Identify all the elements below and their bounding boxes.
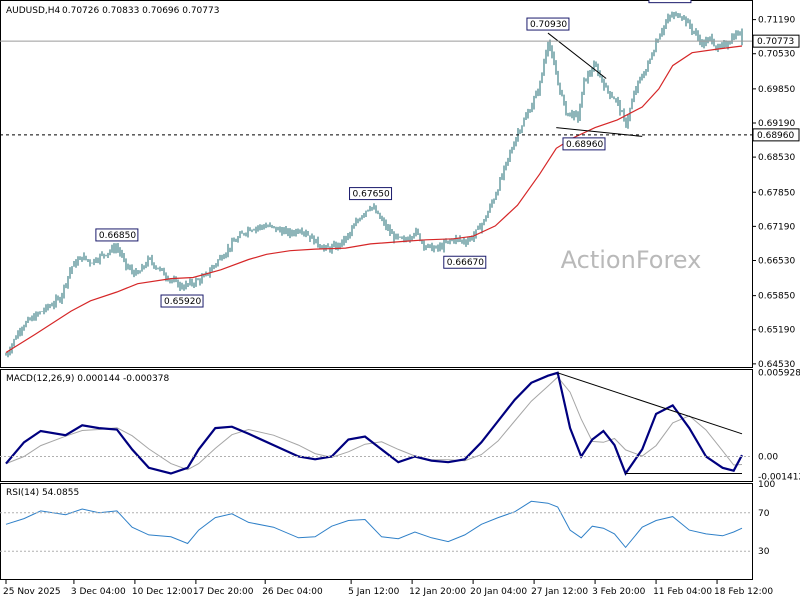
rsi-panel-header: RSI(14) 54.0855 [6,488,79,498]
macd-tick-label: 0.00 [758,452,778,462]
price-tick-label: 0.68530 [758,153,795,163]
moving-average-line [5,45,743,354]
macd-lines [5,371,743,476]
price-annotation-label: 0.67650 [353,190,390,200]
x-tick-label: 25 Nov 2025 [3,587,61,597]
price-annotation-box [526,17,570,31]
price-panel-frame [0,0,753,368]
price-annotation-box [160,294,204,308]
rsi-tick-label: 70 [758,509,770,519]
price-annotation-label: 0.70930 [530,20,567,30]
rsi-line [5,500,743,549]
price-tick-label: 0.66530 [758,256,795,266]
macd-tick-label: -0.001412 [758,472,800,482]
price-candles [5,11,743,358]
x-tick-label: 11 Feb 04:00 [653,587,712,597]
price-moving-average [5,45,743,354]
price-tick-label: 0.65190 [758,326,795,336]
support-price-box [752,128,800,142]
macd-tick-label: 0.005928 [758,368,800,378]
price-annotation-box [95,228,139,242]
rsi-axis: 100 70 30 [0,480,775,557]
price-annotation-label: 0.66670 [447,258,484,268]
macd-panel-frame [0,369,753,482]
macd-trendlines [557,372,743,474]
price-panel-ohlc: 0.70726 0.70833 0.70696 0.70773 [62,6,219,16]
price-annotation-label: 0.68960 [566,140,603,150]
rsi-tick-label: 100 [758,480,775,490]
macd-axis: 0.005928 0.00 -0.001412 [0,368,800,482]
current-price-box [752,34,800,48]
rsi-panel-frame [0,483,753,580]
price-annotation-box [648,0,692,4]
x-tick-label: 17 Dec 20:00 [193,587,254,597]
macd-panel-header: MACD(12,26,9) 0.000144 -0.000378 [6,374,169,384]
price-annotation-label: 0.65920 [164,297,201,307]
price-tick-label: 0.70530 [758,50,795,60]
price-panel-header: AUDUSD,H4 [6,6,61,16]
macd-trendline [557,372,743,435]
x-tick-label: 27 Jan 12:00 [531,587,588,597]
rsi-tick-label: 30 [758,547,770,557]
price-annotation-label: 0.66850 [99,231,136,241]
price-tick-label: 0.67850 [758,188,795,198]
x-tick-label: 3 Dec 04:00 [71,587,126,597]
x-axis: 25 Nov 2025 3 Dec 04:00 10 Dec 12:00 17 Dec… [3,580,773,597]
price-annotation-box [562,137,606,151]
x-tick-label: 12 Jan 20:00 [409,587,466,597]
price-axis: 0.71190 0.70530 0.69850 0.69190 0.68530 0.678… [0,16,800,370]
price-trendline [556,127,643,137]
price-trendline [547,32,607,79]
current-price-label: 0.70773 [757,37,794,47]
x-tick-label: 18 Feb 12:00 [714,587,773,597]
x-tick-label: 20 Jan 04:00 [470,587,527,597]
price-trendlines [547,32,643,137]
support-price-label: 0.68960 [757,131,794,141]
price-annotation-box [443,255,487,269]
x-tick-label: 26 Dec 04:00 [262,587,323,597]
price-annotations: 0.66850 0.65920 0.67650 0.66670 0.70930 0.689… [95,0,692,308]
price-tick-label: 0.64530 [758,360,795,370]
macd-main-line [5,371,743,476]
price-tick-label: 0.65850 [758,292,795,302]
price-tick-label: 0.69850 [758,85,795,95]
x-tick-label: 10 Dec 12:00 [132,587,193,597]
rsi-lines [5,500,743,549]
price-tick-label: 0.67190 [758,222,795,232]
watermark-text: ActionForex [561,246,702,274]
x-tick-label: 3 Feb 20:00 [592,587,646,597]
price-annotation-label: 0.71460 [652,0,689,3]
price-tick-label: 0.69190 [758,119,795,129]
price-annotation-box [349,187,393,201]
x-tick-label: 5 Jan 12:00 [348,587,400,597]
price-tick-label: 0.71190 [758,16,795,26]
